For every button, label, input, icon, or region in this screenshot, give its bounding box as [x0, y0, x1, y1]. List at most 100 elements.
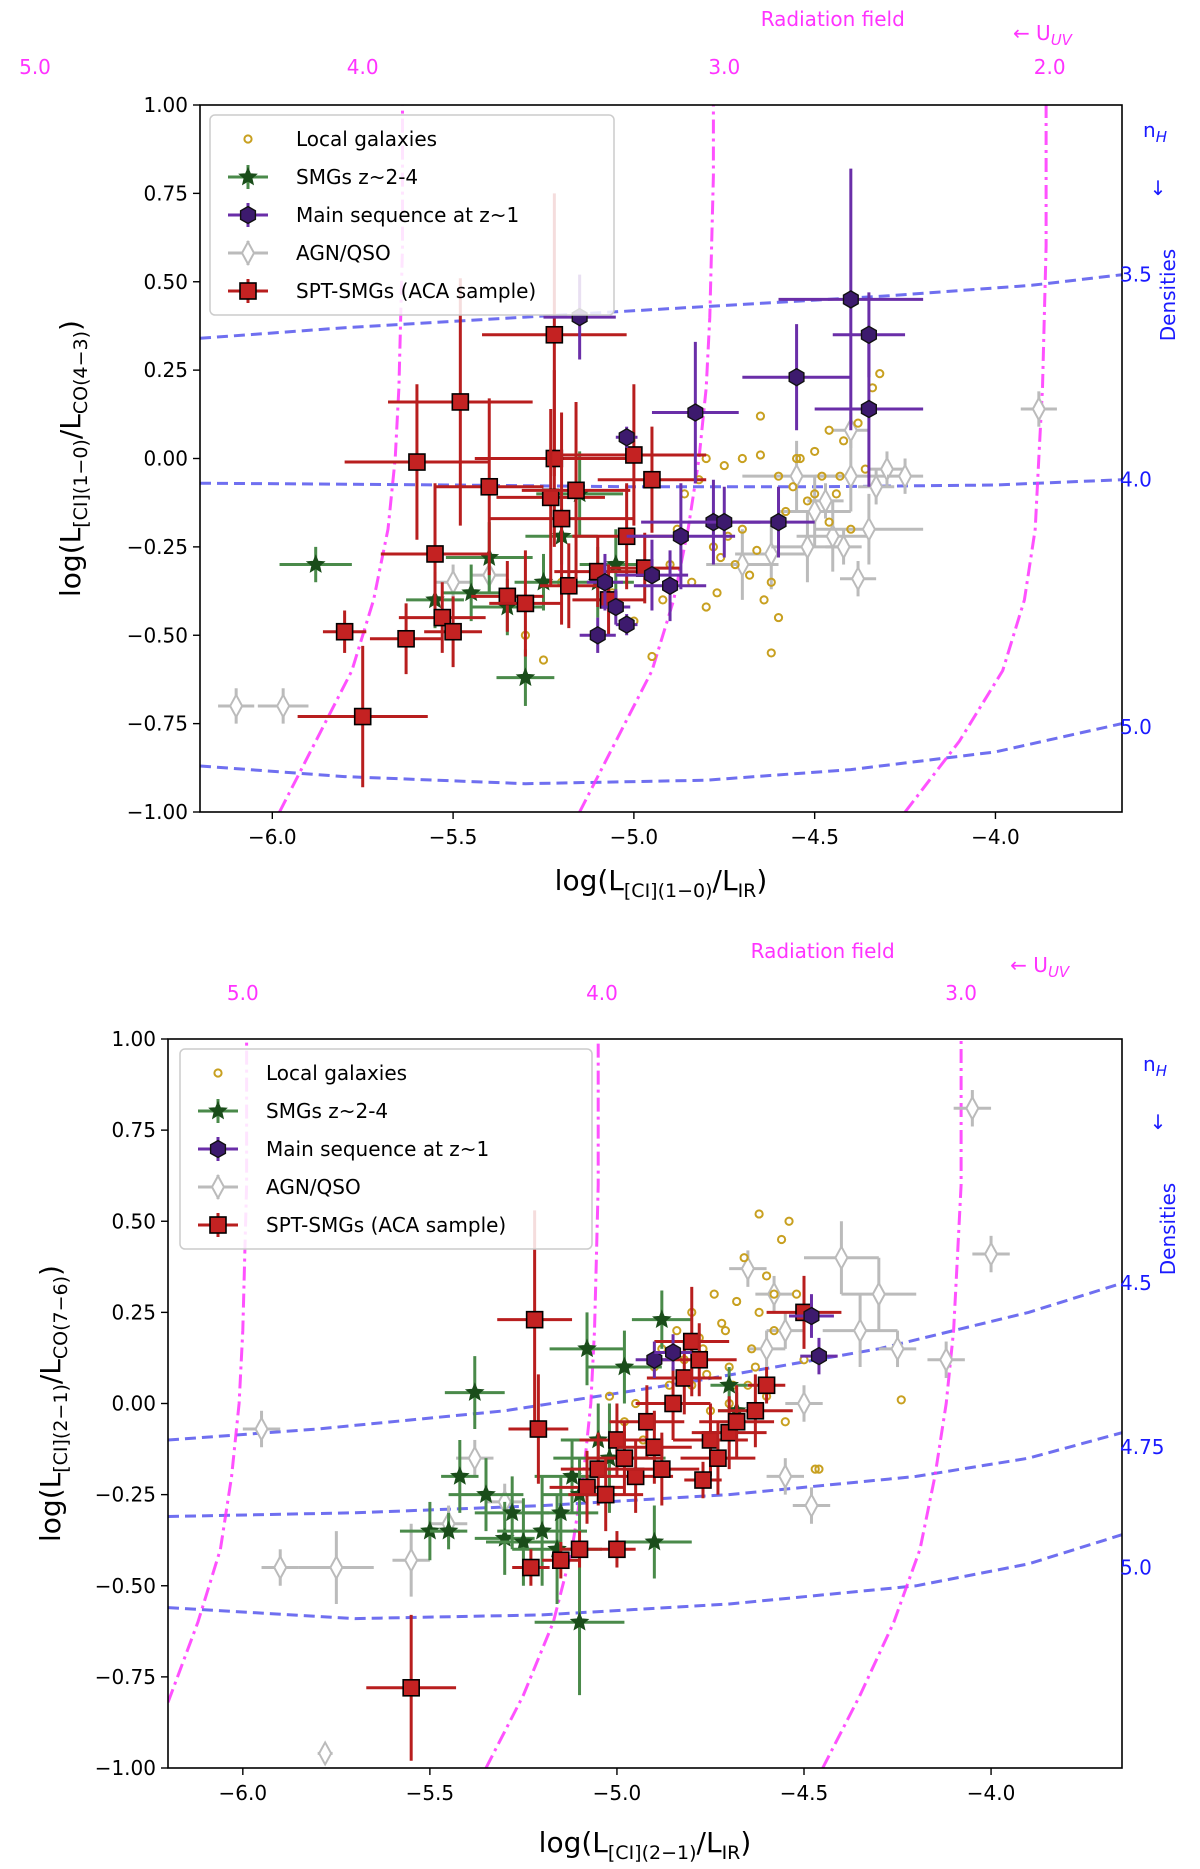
legend-ms-marker [209, 1139, 227, 1159]
agn-marker [965, 1095, 980, 1122]
spt-smg-marker [529, 1420, 548, 1438]
legend-ms-marker [239, 205, 257, 225]
label-part-sub2: CO(7−6) [50, 1276, 72, 1359]
local-galaxy-marker [755, 411, 766, 421]
spt-smg-marker [397, 629, 415, 648]
ms-marker [643, 565, 660, 585]
spt-smg-marker [552, 509, 571, 528]
y-tick-label: −0.75 [95, 1665, 156, 1689]
radiation-curve [484, 1039, 600, 1768]
spt-smg-marker [727, 1412, 746, 1431]
local-galaxy-marker [719, 460, 729, 471]
smg-marker [513, 1531, 534, 1551]
spt-smg-marker [559, 576, 578, 595]
local-galaxy-marker [761, 1271, 772, 1281]
agn-marker [800, 533, 815, 560]
ms-marker [803, 1306, 820, 1326]
uv-arrow-label: ← UUV [1013, 21, 1074, 49]
local-galaxy-marker [810, 1464, 820, 1474]
local-galaxy-marker [730, 559, 740, 570]
ms-marker [842, 290, 859, 309]
legend-entry-label: Main sequence at z~1 [296, 203, 519, 227]
smg-marker [719, 1375, 739, 1394]
agn-marker [766, 1281, 782, 1308]
x-axis-title: log(L[CI](1−0)/LIR) [555, 864, 768, 902]
agn-marker [778, 1317, 793, 1344]
label-part-mid: /L [713, 864, 738, 897]
smg-marker [551, 1502, 571, 1522]
spt-smg-marker [645, 1438, 664, 1457]
spt-smg-marker [608, 1431, 626, 1449]
smg-marker [450, 1466, 470, 1485]
local-galaxy-marker [754, 1209, 764, 1219]
local-galaxy-marker [788, 482, 798, 492]
x-axis-title: log(L[CI](2−1)/LIR) [539, 1826, 752, 1864]
x-tick-label: −4.5 [790, 825, 839, 849]
right-axis-title: Densities [1156, 249, 1180, 341]
density-curve [168, 1431, 1122, 1518]
uv-arrow-label: ← UUV [1010, 953, 1071, 981]
label-part-sub2: IR [738, 880, 757, 902]
smg-marker [305, 554, 326, 573]
label-part-sub1: [CI](2−1) [608, 1842, 697, 1864]
top-axis-tick-label: 4.0 [347, 55, 379, 79]
local-galaxy-marker [810, 446, 820, 457]
local-galaxy-marker [755, 450, 766, 460]
density-arrow-text: n [1143, 118, 1156, 142]
local-galaxy-marker [802, 496, 813, 506]
density-curve [168, 1533, 1122, 1621]
density-curve [200, 722, 1122, 786]
local-galaxy-marker [754, 1307, 764, 1317]
legend-entry-label: SPT-SMGs (ACA sample) [266, 1213, 506, 1237]
x-tick-label: −6.0 [248, 825, 297, 849]
smg-marker [652, 1309, 672, 1328]
local-galaxy-marker [791, 1289, 802, 1299]
agn-marker [1031, 395, 1046, 423]
smg-marker [569, 1611, 590, 1631]
right-axis-tick-label: 5.0 [1120, 715, 1152, 739]
label-part-pre: log(L [539, 1826, 609, 1859]
local-galaxy-marker [759, 595, 769, 605]
local-galaxy-marker [875, 369, 885, 379]
spt-smg-marker [525, 1310, 544, 1329]
spt-smg-marker [746, 1401, 765, 1420]
label-part-post: ) [740, 1826, 751, 1859]
local-galaxy-marker [780, 1417, 790, 1427]
y-tick-label: 0.25 [111, 1300, 156, 1324]
local-galaxy-marker [791, 453, 802, 464]
legend-entry-label: AGN/QSO [266, 1175, 361, 1199]
spt-smg-marker [638, 1412, 656, 1431]
radiation-curve [821, 1039, 963, 1768]
y-tick-label: −1.00 [95, 1756, 156, 1780]
y-tick-label: −0.25 [95, 1483, 156, 1507]
agn-marker [273, 1554, 288, 1581]
y-tick-label: 0.00 [143, 447, 188, 471]
agn-marker [850, 565, 866, 592]
local-galaxy-marker [838, 436, 849, 446]
right-axis-title: Densities [1156, 1183, 1180, 1275]
y-tick-label: 0.50 [111, 1209, 156, 1233]
label-part-sub2: IR [722, 1842, 741, 1864]
legend: Local galaxies SMGs z~2-4 Main sequence at… [179, 1048, 593, 1250]
spt-smg-marker [402, 1679, 420, 1697]
spt-smg-marker [625, 446, 643, 464]
spt-smg-marker [615, 1449, 634, 1467]
x-tick-label: −5.5 [406, 1781, 455, 1805]
panel-top: −6.0 −5.5 −5.0 −4.5 −4.0 −1.00 −0.75 −0.50 −0.25… [19, 7, 1180, 902]
local-galaxy-marker [769, 1289, 779, 1299]
ms-marker [618, 615, 635, 634]
agn-marker [764, 540, 779, 568]
spt-smg-marker [578, 1478, 596, 1497]
y-tick-label: 0.75 [111, 1118, 156, 1142]
legend: Local galaxies SMGs z~2-4 Main sequence at… [209, 114, 615, 316]
y-axis-title: log(L[CI](2−1)/LCO(7−6)) [34, 1265, 72, 1542]
legend-local-marker [213, 1068, 223, 1078]
agn-marker [804, 1492, 819, 1519]
y-tick-label: −0.75 [127, 712, 188, 736]
density-curve [200, 273, 1122, 340]
local-galaxy-marker [737, 524, 747, 534]
ms-marker [687, 403, 704, 422]
local-galaxy-marker [739, 1253, 749, 1263]
ms-marker [810, 1346, 827, 1366]
